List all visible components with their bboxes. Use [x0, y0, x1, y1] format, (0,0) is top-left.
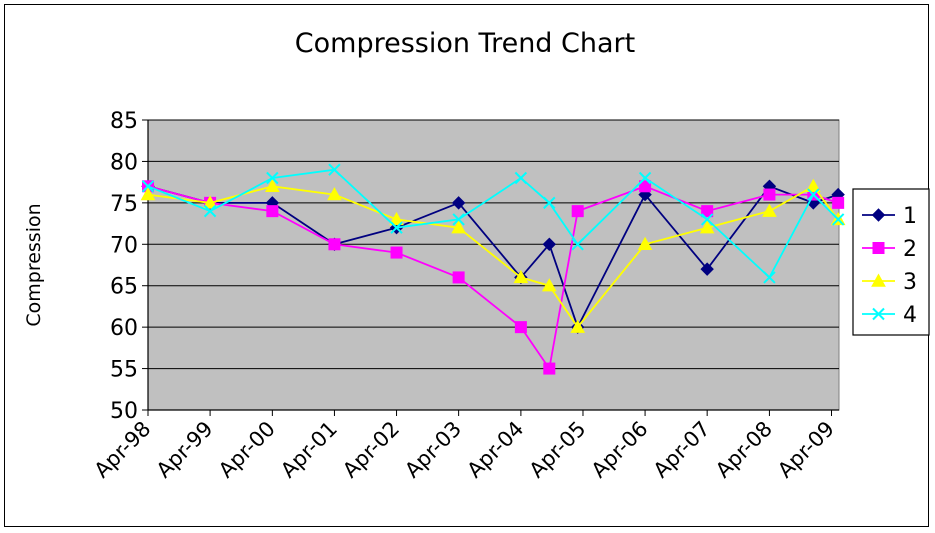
legend-label: 1 [903, 204, 917, 229]
x-tick-label: Apr-02 [338, 417, 404, 483]
data-point [637, 236, 653, 250]
legend-item-4: 4 [862, 303, 917, 328]
legend-label: 4 [903, 303, 917, 328]
x-tick-label: Apr-09 [773, 417, 839, 483]
data-point [452, 213, 465, 226]
x-tick-label: Apr-05 [525, 417, 591, 483]
data-point [140, 187, 156, 201]
axes [147, 120, 839, 411]
legend-marker [872, 242, 885, 254]
data-point [390, 221, 403, 234]
series-line [147, 185, 839, 330]
data-point [265, 178, 280, 192]
data-point [570, 319, 586, 333]
data-point [763, 188, 776, 201]
data-point [451, 196, 466, 210]
data-point [266, 205, 279, 218]
data-point [701, 205, 714, 218]
y-tick-label: 75 [110, 192, 138, 217]
x-ticks: Apr-98Apr-99Apr-00Apr-01Apr-02Apr-03Apr-… [90, 410, 839, 483]
data-point [390, 246, 403, 259]
legend-item-3: 3 [862, 270, 917, 295]
data-point [389, 211, 404, 226]
legend-item-1: 1 [862, 204, 917, 229]
data-point [451, 220, 466, 234]
x-tick-label: Apr-07 [649, 417, 715, 483]
legend-marker [872, 307, 885, 321]
x-tick-label: Apr-03 [400, 417, 466, 483]
series-line [147, 185, 839, 371]
data-point [202, 195, 218, 209]
data-point [542, 237, 557, 251]
legend-label: 2 [903, 237, 917, 262]
series-2 [142, 180, 845, 375]
y-ticks: 50 55 60 65 70 75 80 85 [110, 109, 148, 424]
x-tick-label: Apr-01 [276, 417, 342, 483]
legend-marker [871, 273, 886, 287]
y-tick-label: 65 [110, 275, 138, 300]
x-tick-label: Apr-04 [462, 417, 528, 483]
data-point [141, 180, 155, 193]
series-line [147, 168, 839, 279]
y-tick-label: 55 [110, 358, 138, 383]
data-point [327, 187, 342, 201]
chart-title: Compression Trend Chart [295, 28, 635, 59]
data-point [514, 321, 527, 334]
x-tick-label: Apr-00 [214, 417, 280, 483]
y-tick-label: 60 [110, 316, 138, 341]
legend-item-2: 2 [862, 237, 917, 262]
legend-label: 3 [903, 270, 917, 295]
y-tick-label: 50 [110, 399, 138, 424]
data-point [328, 238, 341, 251]
series-line [147, 185, 839, 329]
data-point [700, 262, 714, 276]
legend-box [852, 188, 930, 336]
series-group [140, 163, 846, 375]
data-point [639, 180, 652, 193]
data-point [763, 271, 776, 284]
data-point [805, 178, 821, 192]
data-point [571, 205, 584, 218]
data-point [571, 238, 584, 251]
series-3 [140, 178, 846, 333]
plot-area [147, 119, 840, 411]
legend-marker [871, 208, 886, 222]
data-point [543, 196, 556, 210]
series-4 [141, 163, 845, 284]
y-tick-label: 85 [110, 109, 138, 134]
data-point [543, 362, 556, 375]
y-axis-label: Compression [23, 203, 45, 326]
y-tick-label: 80 [110, 150, 138, 175]
data-point [452, 271, 465, 284]
x-tick-label: Apr-08 [711, 417, 777, 483]
data-point [541, 278, 557, 292]
data-point [699, 220, 715, 234]
data-point [831, 213, 845, 226]
data-point [807, 188, 820, 201]
x-tick-label: Apr-99 [152, 417, 218, 483]
x-tick-label: Apr-98 [90, 417, 156, 483]
data-point [203, 204, 217, 218]
data-point [328, 163, 341, 176]
data-point [700, 213, 714, 226]
data-point [266, 171, 279, 185]
data-point [513, 269, 529, 284]
data-point [762, 203, 777, 217]
y-tick-label: 70 [110, 233, 138, 258]
x-tick-label: Apr-06 [587, 417, 653, 483]
data-point [514, 171, 528, 185]
legend: 1 2 3 4 [852, 188, 930, 336]
data-point [638, 171, 652, 185]
data-point [832, 196, 845, 209]
